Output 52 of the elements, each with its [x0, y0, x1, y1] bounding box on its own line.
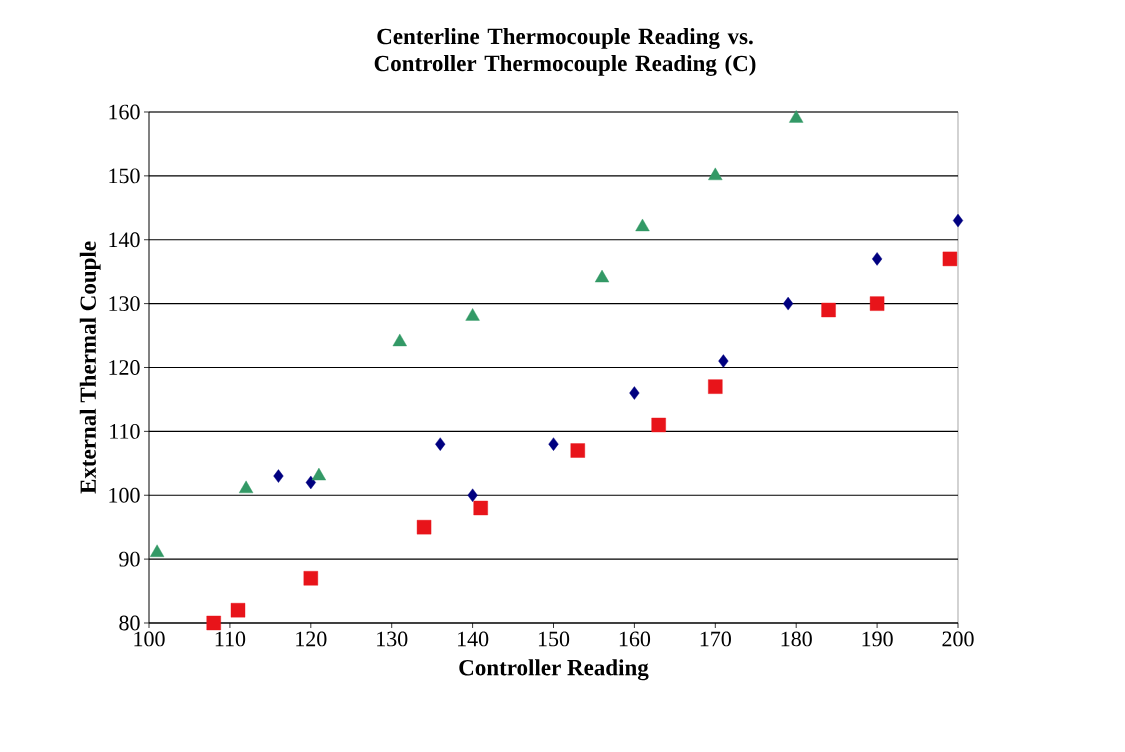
point [548, 437, 559, 451]
point [651, 417, 666, 433]
y-tick-label: 160 [109, 104, 140, 120]
point [942, 251, 958, 267]
y-tick-label: 130 [109, 296, 140, 312]
point [789, 110, 804, 123]
point [273, 469, 284, 483]
point [473, 500, 488, 516]
x-tick-label: 200 [942, 631, 974, 647]
x-tick-label: 190 [862, 631, 893, 647]
point [467, 488, 478, 502]
point [952, 213, 964, 228]
y-tick-label: 90 [119, 551, 140, 567]
point [594, 269, 610, 283]
x-tick-label: 130 [377, 631, 408, 647]
point [311, 467, 327, 481]
x-tick-label: 150 [538, 631, 570, 647]
point [465, 308, 480, 321]
point [570, 443, 585, 458]
y-tick-label: 80 [119, 615, 140, 631]
y-tick-label: 120 [109, 360, 140, 375]
point [629, 386, 640, 400]
point [821, 302, 836, 318]
x-tick-label: 180 [781, 631, 812, 647]
point [869, 296, 885, 311]
point [416, 519, 432, 535]
point [305, 475, 316, 490]
point [206, 615, 221, 631]
x-tick-label: 160 [619, 631, 651, 647]
y-tick-label: 110 [110, 423, 140, 439]
x-axis-title: Controller Reading [459, 659, 649, 681]
point [238, 480, 254, 494]
y-tick-label: 150 [109, 168, 140, 184]
y-axis-title: External Thermal Couple [79, 241, 101, 494]
point [303, 571, 319, 586]
point [435, 437, 446, 451]
chart-title: Centerline Thermocouple Reading vs. Controller Thermocouple Reading (C) [374, 27, 756, 77]
x-tick-label: 120 [296, 631, 327, 647]
point [392, 333, 407, 347]
point [230, 603, 246, 618]
point [718, 354, 729, 368]
x-tick-label: 170 [700, 631, 731, 647]
x-tick-label: 110 [215, 631, 246, 647]
point [783, 296, 794, 311]
point [708, 167, 723, 181]
point [708, 379, 723, 394]
point [872, 252, 883, 266]
y-tick-label: 140 [109, 232, 140, 248]
x-tick-label: 140 [458, 631, 489, 647]
y-tick-label: 100 [109, 487, 140, 503]
point [635, 218, 650, 232]
x-tick-label: 100 [134, 631, 165, 647]
